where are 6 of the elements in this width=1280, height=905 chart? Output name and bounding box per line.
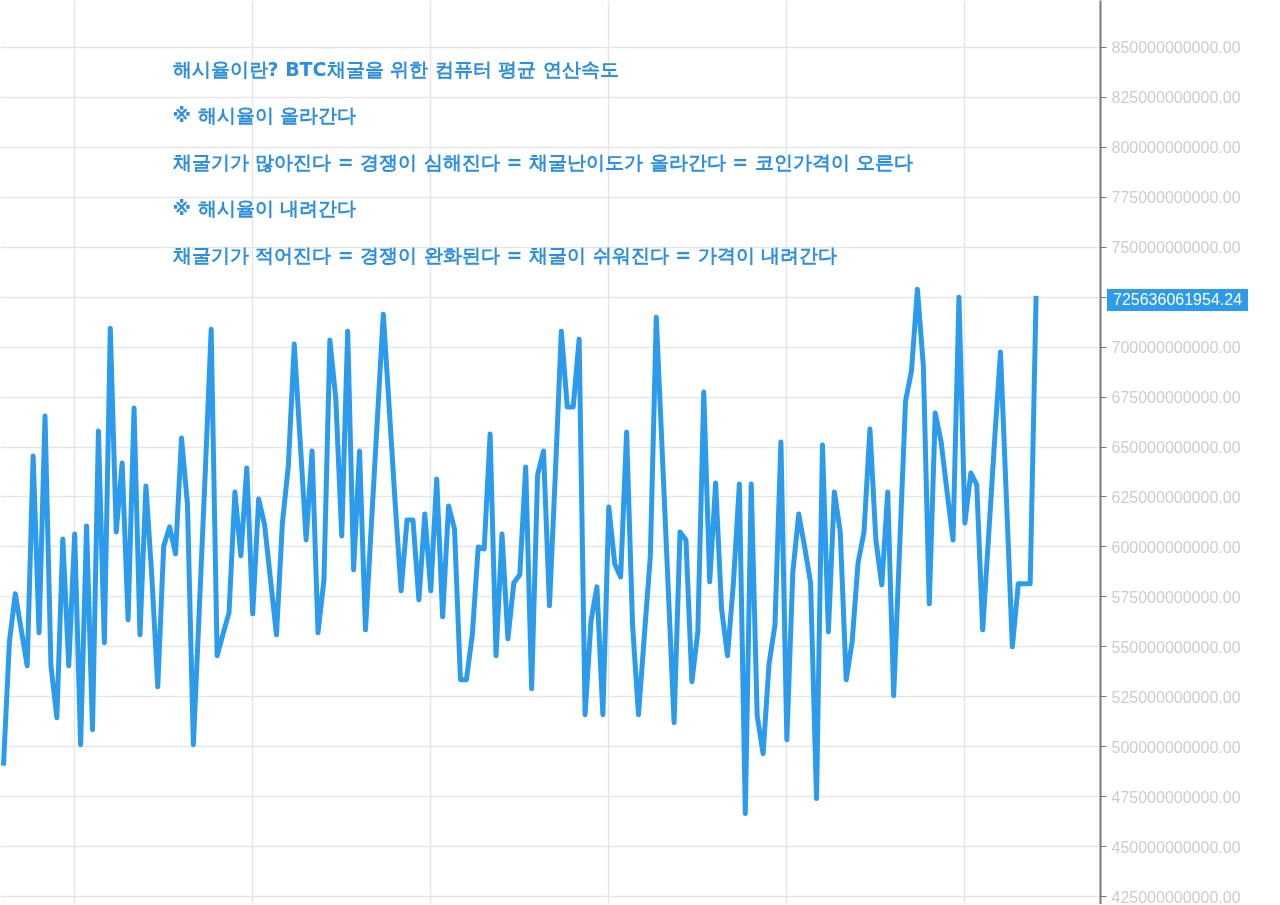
annotation: ※ 해시율이 내려간다 <box>172 197 357 219</box>
text: 725636061954.24 <box>1107 289 1249 312</box>
annotation: 채굴기가 적어진다 = 경쟁이 완화된다 = 채굴이 쉬워진다 = 가격이 내려간다 <box>171 243 838 266</box>
annotation: ※ 해시율이 올라간다 <box>172 104 357 126</box>
annotation: 해시율이란? BTC채굴을 위한 컴퓨터 평균 연산속도 <box>172 57 619 80</box>
annotation: 채굴기가 많아진다 = 경쟁이 심해진다 = 채굴난이도가 올라간다 = 코인가격이 오른다 <box>171 150 914 173</box>
